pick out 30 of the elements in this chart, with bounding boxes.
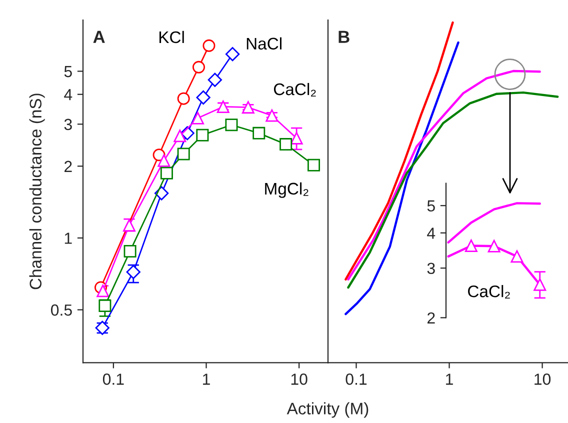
- point: [464, 240, 478, 252]
- y-axis-title: Channel conductance (nS): [29, 94, 45, 290]
- x-tick-label: 0.1: [346, 374, 367, 385]
- x-tick-label: 0.1: [102, 374, 124, 385]
- point: [510, 250, 524, 263]
- y-tick-label: 1: [64, 232, 72, 244]
- y-tick-label: 3: [64, 118, 72, 130]
- x-tick-label: 1: [203, 374, 210, 385]
- x-tick-label: 1: [446, 374, 453, 385]
- line-series: [447, 202, 541, 244]
- point: [488, 240, 500, 252]
- y-tick-label: 5: [427, 200, 435, 212]
- series-label: NaCl: [246, 37, 282, 50]
- y-tick-label: 2: [428, 312, 435, 324]
- y-tick-label: 4: [64, 89, 72, 100]
- y-tick-label: 4: [427, 228, 436, 239]
- y-tick-label: 2: [64, 160, 72, 172]
- series-label: MgCl₂: [265, 182, 308, 198]
- series-label: CaCl₂: [468, 285, 510, 299]
- x-tick-label: 10: [291, 374, 308, 385]
- chart-title: A: [93, 30, 105, 43]
- chart-title: B: [338, 30, 350, 43]
- series-label: KCl: [159, 30, 184, 44]
- y-tick-label: 5: [64, 66, 72, 78]
- point: [534, 278, 546, 291]
- series-label: CaCl₂: [274, 82, 316, 96]
- y-tick-label: 0.5: [51, 304, 72, 316]
- x-tick-label: 10: [534, 374, 551, 385]
- x-axis-title: Activity (M): [286, 402, 368, 418]
- y-tick-label: 3: [427, 262, 435, 274]
